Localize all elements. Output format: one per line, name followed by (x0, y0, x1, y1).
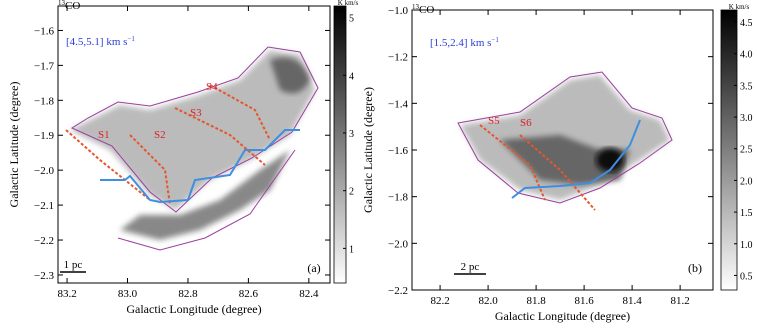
y-axis-label: Galactic Latitude (degree) (361, 87, 375, 213)
colorbar-label: K km/s (338, 0, 359, 7)
y-tick-label: −2.0 (34, 165, 54, 177)
x-axis-label: Galactic Longitude (degree) (126, 302, 261, 316)
colorbar-tick-label: 4.5 (740, 18, 753, 29)
y-tick-label: −2.2 (388, 285, 408, 297)
panel-label: (b) (688, 261, 702, 275)
x-tick-label: 81.6 (574, 295, 594, 307)
annotation: [4.5,5.1] km s−1 (66, 35, 135, 48)
colorbar-tick-label: 2.0 (740, 176, 753, 187)
title: 13CO (412, 3, 434, 16)
y-tick-label: −2.3 (34, 270, 54, 282)
y-tick-label: −1.8 (34, 95, 54, 107)
annotation-text: [4.5,5.1] km s (66, 36, 127, 48)
y-tick-label: −1.8 (388, 192, 408, 204)
colorbar-tick-label: 0.5 (740, 271, 753, 282)
colorbar-tick-label: 1.0 (740, 240, 753, 251)
x-tick-label: 82.2 (430, 295, 449, 307)
x-tick-label: 82.4 (299, 288, 319, 300)
x-tick-label: 82.8 (178, 288, 198, 300)
annotation-text: [1.5,2.4] km s (430, 37, 491, 49)
x-tick-label: 81.4 (622, 295, 642, 307)
filament-label: S2 (154, 129, 166, 141)
colorbar-tick-label: 1 (349, 244, 354, 255)
filament-label: S1 (98, 129, 110, 141)
colorbar-tick-label: 4 (349, 71, 354, 82)
colorbar-label: K km/s (729, 3, 750, 11)
x-tick-label: 82.0 (478, 295, 498, 307)
annotation-sup: −1 (491, 36, 499, 44)
y-tick-label: −1.6 (388, 145, 408, 157)
x-tick-label: 83.0 (118, 288, 138, 300)
colorbar-tick-label: 2.5 (740, 145, 753, 156)
scale-bar-label: 2 pc (461, 261, 480, 273)
y-tick-label: −1.9 (34, 130, 54, 142)
map-b (457, 71, 673, 211)
filament-label: S5 (488, 115, 500, 127)
colorbar-tick-label: 3.5 (740, 81, 753, 92)
y-tick-label: −2.0 (388, 238, 408, 250)
y-tick-label: −1.2 (388, 52, 408, 64)
colorbar-tick-label: 2 (349, 187, 354, 198)
title: 13CO (58, 0, 80, 12)
y-tick-label: −2.2 (34, 235, 54, 247)
panel-label: (a) (307, 261, 320, 275)
colorbar (720, 9, 738, 291)
colorbar-tick-label: 3.0 (740, 113, 753, 124)
colorbar (333, 5, 347, 284)
x-tick-label: 82.6 (239, 288, 259, 300)
colorbar-tick-label: 3 (349, 129, 354, 140)
y-axis-label: Galactic Latitude (degree) (7, 82, 21, 208)
plot-frame (57, 5, 331, 284)
colorbar-tick-label: 5 (349, 14, 354, 25)
y-tick-label: −1.7 (34, 60, 54, 72)
y-tick-label: −1.6 (34, 25, 54, 37)
title-sup: 13 (58, 0, 66, 7)
title-text: CO (65, 0, 80, 12)
title-text: CO (419, 4, 434, 16)
filament-label: S4 (206, 81, 218, 93)
y-tick-label: −1.4 (388, 98, 408, 110)
filament-label: S6 (520, 117, 532, 129)
annotation-sup: −1 (127, 35, 135, 43)
y-tick-label: −1.0 (388, 5, 408, 17)
map-a (65, 46, 319, 251)
x-tick-label: 83.2 (57, 288, 76, 300)
annotation: [1.5,2.4] km s−1 (430, 36, 499, 49)
filament-label: S3 (190, 107, 202, 119)
x-axis-label: Galactic Longitude (degree) (495, 309, 630, 323)
x-tick-label: 81.2 (670, 295, 689, 307)
colorbar-tick-label: 4.0 (740, 50, 753, 61)
x-tick-label: 81.8 (526, 295, 546, 307)
title-sup: 13 (412, 3, 420, 11)
y-tick-label: −2.1 (34, 200, 54, 212)
colorbar-tick-label: 1.5 (740, 208, 753, 219)
scale-bar-label: 1 pc (64, 259, 83, 271)
